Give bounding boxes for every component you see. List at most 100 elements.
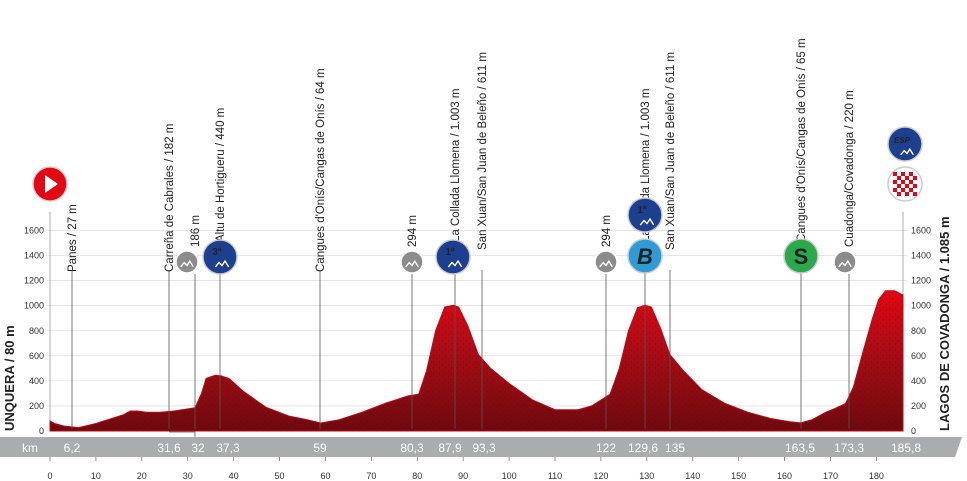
- km-marker-label: 31,6: [157, 441, 181, 455]
- profile-layer: [49, 290, 904, 432]
- waypoint-13: Cuadonga/Covadonga / 220 m: [844, 90, 856, 429]
- y-tick-label-left: 1200: [24, 276, 44, 286]
- x-tick-label: 0: [47, 471, 52, 481]
- x-tick-label: 70: [366, 471, 376, 481]
- waypoint-5: Cangues d'Onís/Cangas de Onís / 64 m: [315, 68, 327, 429]
- x-tick-label: 100: [502, 471, 517, 481]
- km-marker-label: 185,8: [891, 441, 921, 455]
- checker-square: [893, 188, 897, 192]
- waypoint-label: Cangues d'Onís/Cangas de Onís / 65 m: [796, 38, 808, 242]
- mountain-glyph: [639, 217, 655, 226]
- mountain-glyph: [838, 259, 852, 268]
- y-tick-label-left: 1400: [24, 251, 44, 261]
- sprint-text: S: [794, 244, 809, 269]
- checker-square: [893, 172, 897, 176]
- category-text: 3ª: [212, 247, 222, 258]
- y-tick-label-right: 1000: [911, 301, 931, 311]
- waypoint-8: San Xuan/San Juan de Beleño / 611 m: [477, 52, 489, 429]
- sprint-icon: S: [783, 238, 819, 274]
- x-tick-label: 50: [275, 471, 285, 481]
- start-icon: [32, 166, 68, 202]
- waypoint-9: 294 m: [601, 215, 613, 429]
- km-marker-label: 80,3: [400, 441, 424, 455]
- finish-label: LAGOS DE COVADONGA / 1.085 m: [937, 216, 952, 431]
- mountain-glyph: [405, 259, 419, 268]
- grey-circle: [175, 250, 199, 274]
- waypoint-label: La Collada Llomena / 1.003 m: [450, 89, 462, 242]
- x-tick-label: 160: [777, 471, 792, 481]
- badge-layer: 3ª 1ª B 1ª S ESP: [32, 126, 923, 275]
- waypoint-label: San Xuan/San Juan de Beleño / 611 m: [477, 52, 489, 250]
- checker-square: [897, 192, 901, 196]
- x-tick-label: 10: [91, 471, 101, 481]
- checker-square: [901, 172, 905, 176]
- grid-layer: [46, 211, 907, 432]
- x-tick-label: 30: [183, 471, 193, 481]
- km-marker-label: 173,3: [834, 441, 864, 455]
- km-marker-label: 135: [665, 441, 685, 455]
- x-tick-label: 140: [685, 471, 700, 481]
- checker-square: [909, 172, 913, 176]
- y-tick-label-left: 1000: [24, 301, 44, 311]
- mountain-glyph: [447, 259, 463, 268]
- km-marker-label: 163,5: [785, 441, 815, 455]
- intermediate-climb-icon: [400, 250, 424, 274]
- carrena-connector: [169, 431, 196, 437]
- checker-square: [905, 176, 909, 180]
- km-marker-label: 32: [191, 441, 205, 455]
- grey-circle: [833, 250, 857, 274]
- waypoint-label: Cuadonga/Covadonga / 220 m: [844, 90, 856, 247]
- y-tick-label-right: 0: [911, 426, 916, 436]
- finish-category-icon: ESP: [887, 126, 923, 162]
- y-tick-label-right: 200: [911, 401, 926, 411]
- mountain-glyph: [599, 259, 613, 268]
- category-1-bonus-climb-icon: 1ª: [627, 197, 663, 233]
- checker-square: [901, 180, 905, 184]
- y-tick-label-left: 600: [29, 351, 44, 361]
- y-tick-label-left: 400: [29, 376, 44, 386]
- waypoint-label: 186 m: [190, 215, 202, 247]
- km-marker-label: 37,3: [216, 441, 240, 455]
- checker-square: [909, 180, 913, 184]
- category-1-climb-icon: 1ª: [435, 239, 471, 275]
- waypoint-12: Cangues d'Onís/Cangas de Onís / 65 m: [796, 38, 808, 429]
- esp-circle: [887, 126, 923, 162]
- x-tick-label: 120: [593, 471, 608, 481]
- y-tick-label-right: 1600: [911, 226, 931, 236]
- km-marker-label: 59: [313, 441, 327, 455]
- y-tick-label-right: 1200: [911, 276, 931, 286]
- bonus-circle: [627, 238, 663, 274]
- y-tick-label-right: 800: [911, 326, 926, 336]
- checker-square: [893, 180, 897, 184]
- category-text: 1ª: [637, 205, 647, 216]
- checker-square: [901, 188, 905, 192]
- mountain-glyph: [214, 259, 230, 268]
- x-tick-label: 150: [731, 471, 746, 481]
- checker-square: [913, 184, 917, 188]
- x-tick-label: 130: [639, 471, 654, 481]
- y-tick-label-right: 600: [911, 351, 926, 361]
- waypoint-3: 186 m: [190, 215, 202, 429]
- checker-square: [897, 184, 901, 188]
- start-label: UNQUERA / 80 m: [2, 325, 17, 431]
- waypoint-label: San Xuan/San Juan de Beleño / 611 m: [665, 52, 677, 250]
- intermediate-climb-icon: [833, 250, 857, 274]
- y-tick-label-left: 0: [39, 426, 44, 436]
- km-marker-label: 93,3: [472, 441, 496, 455]
- y-tick-label-left: 1600: [24, 226, 44, 236]
- checker-square: [913, 192, 917, 196]
- km-band: km 6,2 31,6 32 37,3 59 80,3 87,9 93,3 122 129,6 135…: [0, 437, 962, 457]
- sprint-circle: [783, 238, 819, 274]
- checker-square: [909, 188, 913, 192]
- waypoint-11: San Xuan/San Juan de Beleño / 611 m: [665, 52, 677, 429]
- km-band-bar: [0, 437, 962, 457]
- mountain-glyph: [900, 147, 914, 156]
- x-tick-label: 40: [229, 471, 239, 481]
- checker-square: [905, 192, 909, 196]
- grey-circle: [594, 250, 618, 274]
- x-tick-label: 170: [823, 471, 838, 481]
- y-tick-label-left: 800: [29, 326, 44, 336]
- x-tick-label: 80: [412, 471, 422, 481]
- waypoint-6: 294 m: [407, 215, 419, 429]
